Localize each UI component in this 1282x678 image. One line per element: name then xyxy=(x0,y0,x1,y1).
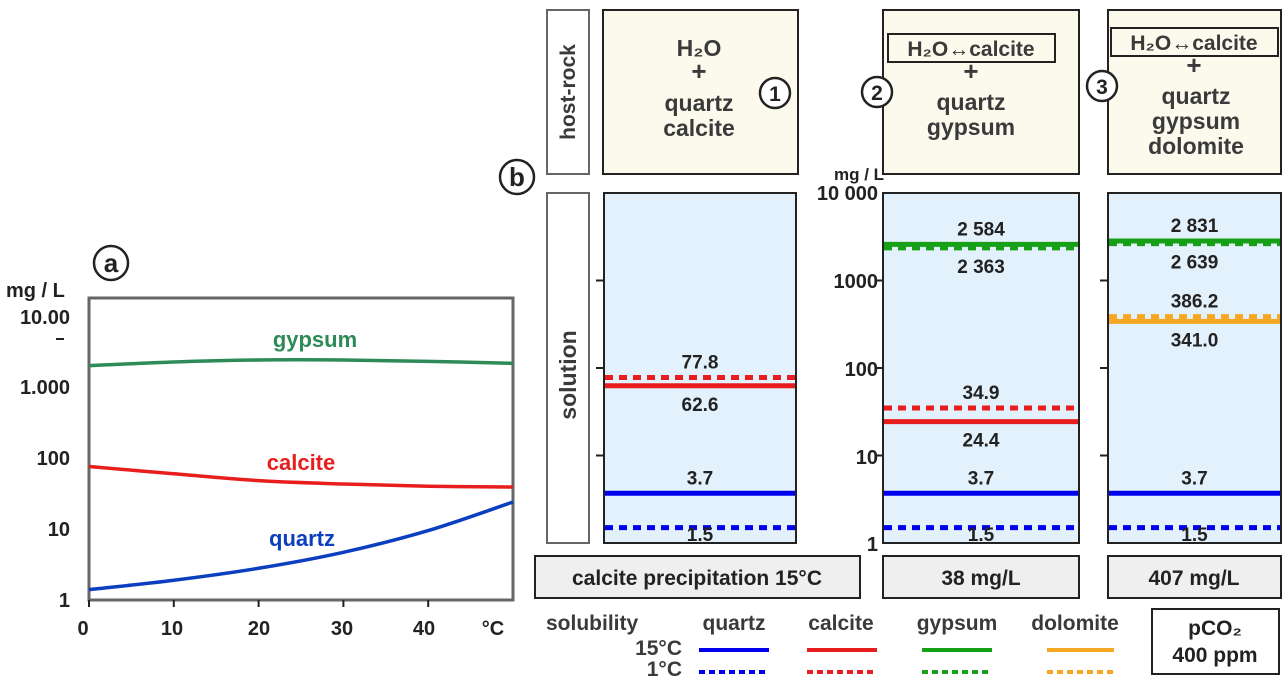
legend-row-15c: 15°C xyxy=(635,637,682,660)
host-2-equilibrium: H₂O↔calcite xyxy=(907,38,1034,61)
value-label-15c-dolomite-case3: 341.0 xyxy=(1171,330,1219,351)
panel-a-xtick-30: 30 xyxy=(331,618,353,640)
series-line-quartz xyxy=(88,500,514,592)
legend-name-gypsum: gypsum xyxy=(917,612,998,635)
legend-name-dolomite: dolomite xyxy=(1031,612,1119,635)
panel-a-y-unit: mg / L xyxy=(6,280,65,302)
solution-column-2 xyxy=(882,192,1080,544)
host-rock-box-3 xyxy=(1107,9,1282,175)
value-label-15c-calcite-case1: 62.6 xyxy=(682,395,719,416)
panel-b-ytick-1000: 1000 xyxy=(834,271,879,293)
value-label-15c-quartz-case2: 3.7 xyxy=(968,468,994,489)
host-rock-box-2 xyxy=(882,9,1080,175)
host-2-equilibrium-box xyxy=(887,33,1056,63)
panel-a-ytick-10: 10 xyxy=(48,519,70,541)
series-label-calcite: calcite xyxy=(267,450,336,475)
panel-a-ytick-100: 100 xyxy=(37,448,70,470)
panel-b-solubility-lines: 77.8 62.6 3.7 1.5 2 584 2 363 34.9 24.4 3.7 1.5 2 … xyxy=(605,216,1280,546)
panel-a-ytick-1: 1 xyxy=(59,590,70,612)
legend-title: solubility xyxy=(546,612,638,635)
series-line-calcite xyxy=(88,464,514,489)
value-label-15c-quartz-case3: 3.7 xyxy=(1181,468,1207,489)
host-2-plus: + xyxy=(963,56,978,86)
value-label-1c-quartz-case3: 1.5 xyxy=(1181,525,1208,546)
host-rock-label: host-rock xyxy=(557,44,580,140)
pco2-box xyxy=(1151,608,1280,675)
panel-a: a mg / L 1 10 100 1.000 10.00 0 10 20 30… xyxy=(6,244,515,640)
panel-b-ytick-1: 1 xyxy=(867,534,878,556)
panel-a-plot-area xyxy=(87,296,515,602)
footer-box-2 xyxy=(882,555,1080,599)
panel-b-ytick-10: 10 xyxy=(856,447,878,469)
panel-a-xtick-20: 20 xyxy=(248,618,270,640)
value-label-1c-dolomite-case3: 386.2 xyxy=(1171,292,1219,313)
panel-a-xtick-10: 10 xyxy=(161,618,183,640)
case-1-badge xyxy=(758,76,792,110)
panel-b-tick-marks xyxy=(596,279,1108,457)
host-3-equilibrium: H₂O↔calcite xyxy=(1130,32,1257,55)
value-label-15c-quartz-case1: 3.7 xyxy=(687,468,713,489)
panel-b-badge xyxy=(498,158,536,196)
panel-a-x-unit: °C xyxy=(482,618,504,640)
series-label-quartz: quartz xyxy=(269,526,335,551)
panel-a-xtick-0: 0 xyxy=(77,618,88,640)
panel-a-xtick-40: 40 xyxy=(413,618,435,640)
legend-name-calcite: calcite xyxy=(808,612,873,635)
panel-a-ytick-1000: 1.000 xyxy=(20,377,70,399)
series-line-gypsum xyxy=(88,358,514,368)
solution-label-box xyxy=(546,192,590,544)
panel-a-badge xyxy=(92,244,130,282)
solution-label: solution xyxy=(555,330,581,419)
case-2-badge xyxy=(860,75,894,109)
legend-name-quartz: quartz xyxy=(703,612,766,635)
pco2-value: 400 ppm xyxy=(1172,644,1257,667)
solution-column-3 xyxy=(1107,192,1282,544)
pco2-label: pCO₂ xyxy=(1188,617,1242,640)
host-2-mineral-2: gypsum xyxy=(927,114,1015,140)
value-label-1c-calcite-case1: 77.8 xyxy=(682,353,719,374)
host-3-plus: + xyxy=(1186,50,1201,80)
case-3-number: 3 xyxy=(1096,76,1108,99)
footer-box-3 xyxy=(1107,555,1282,599)
value-label-1c-gypsum-case2: 2 363 xyxy=(957,257,1005,278)
case-1-number: 1 xyxy=(769,83,781,106)
panel-b: b host-rock solution H₂O + quartz calcit… xyxy=(498,9,1282,599)
value-label-15c-calcite-case2: 24.4 xyxy=(963,431,1000,452)
footer-box-1 xyxy=(534,555,861,599)
value-label-1c-calcite-case2: 34.9 xyxy=(963,383,1000,404)
value-label-15c-gypsum-case2: 2 584 xyxy=(957,219,1005,240)
host-1-mineral-2: calcite xyxy=(663,115,735,141)
legend-row-1c: 1°C xyxy=(647,658,682,678)
host-3-mineral-1: quartz xyxy=(1162,83,1231,109)
host-rock-label-box xyxy=(546,9,590,175)
host-3-equilibrium-box xyxy=(1110,27,1279,57)
case-3-badge xyxy=(1085,69,1119,103)
panel-a-label: a xyxy=(104,248,119,278)
value-label-1c-gypsum-case3: 2 639 xyxy=(1171,253,1219,274)
panel-b-ytick-10000: 10 000 xyxy=(817,183,878,205)
host-1-mineral-1: quartz xyxy=(665,90,734,116)
legend: solubility 15°C 1°C quartz calcite gypsu… xyxy=(546,608,1280,678)
footer-2: 38 mg/L xyxy=(941,567,1021,590)
panel-a-ytick-10000: 10.00 xyxy=(20,307,70,329)
footer-3: 407 mg/L xyxy=(1148,567,1239,590)
value-label-1c-quartz-case2: 1.5 xyxy=(968,525,995,546)
panel-b-label: b xyxy=(509,162,525,192)
host-1-plus: + xyxy=(691,56,706,86)
host-1-water: H₂O xyxy=(677,35,722,61)
host-3-mineral-3: dolomite xyxy=(1148,133,1244,159)
value-label-1c-quartz-case1: 1.5 xyxy=(687,525,714,546)
panel-a-series-group xyxy=(88,358,514,607)
host-2-mineral-1: quartz xyxy=(937,89,1006,115)
host-3-mineral-2: gypsum xyxy=(1152,108,1240,134)
panel-b-y-unit: mg / L xyxy=(834,165,884,184)
footer-1: calcite precipitation 15°C xyxy=(572,567,822,590)
solution-column-1 xyxy=(603,192,797,544)
case-2-number: 2 xyxy=(871,82,883,105)
panel-b-ytick-100: 100 xyxy=(845,359,878,381)
value-label-15c-gypsum-case3: 2 831 xyxy=(1171,216,1219,237)
series-label-gypsum: gypsum xyxy=(273,327,357,352)
